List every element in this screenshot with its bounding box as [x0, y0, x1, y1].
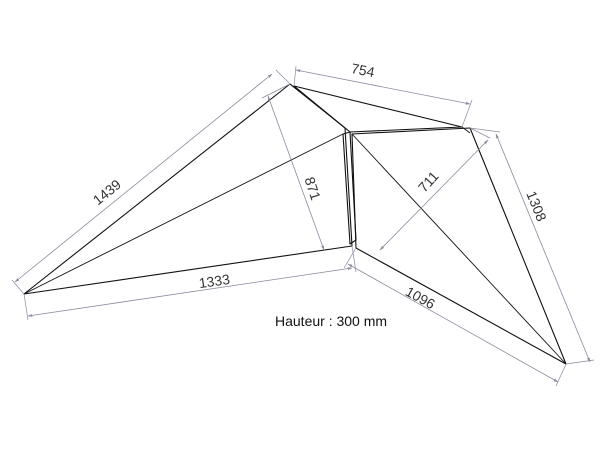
top-strip	[293, 85, 463, 133]
height-note: Hauteur : 300 mm	[275, 313, 387, 329]
left-panel	[23, 83, 353, 295]
dimension-label-1308: 1308	[523, 189, 550, 224]
dimension-left-bottom: 1333	[23, 245, 357, 321]
dimension-top: 754	[293, 60, 473, 128]
dimension-right-outer: 1308	[469, 127, 595, 365]
dimension-label-1333: 1333	[198, 271, 231, 291]
left-panel-crease-2	[289, 83, 301, 93]
dimension-label-1439: 1439	[90, 176, 124, 208]
dimension-label-754: 754	[350, 60, 376, 80]
left-panel-outline	[23, 83, 353, 295]
dimension-left-height: 871	[261, 83, 325, 251]
left-panel-crease	[23, 133, 344, 295]
right-panel-crease-2	[461, 126, 471, 134]
dimension-right-height: 711	[379, 127, 491, 251]
dimension-label-871: 871	[302, 175, 325, 202]
dimension-label-1096: 1096	[403, 283, 438, 312]
top-strip-outline	[293, 85, 463, 133]
right-panel-crease	[351, 133, 567, 365]
